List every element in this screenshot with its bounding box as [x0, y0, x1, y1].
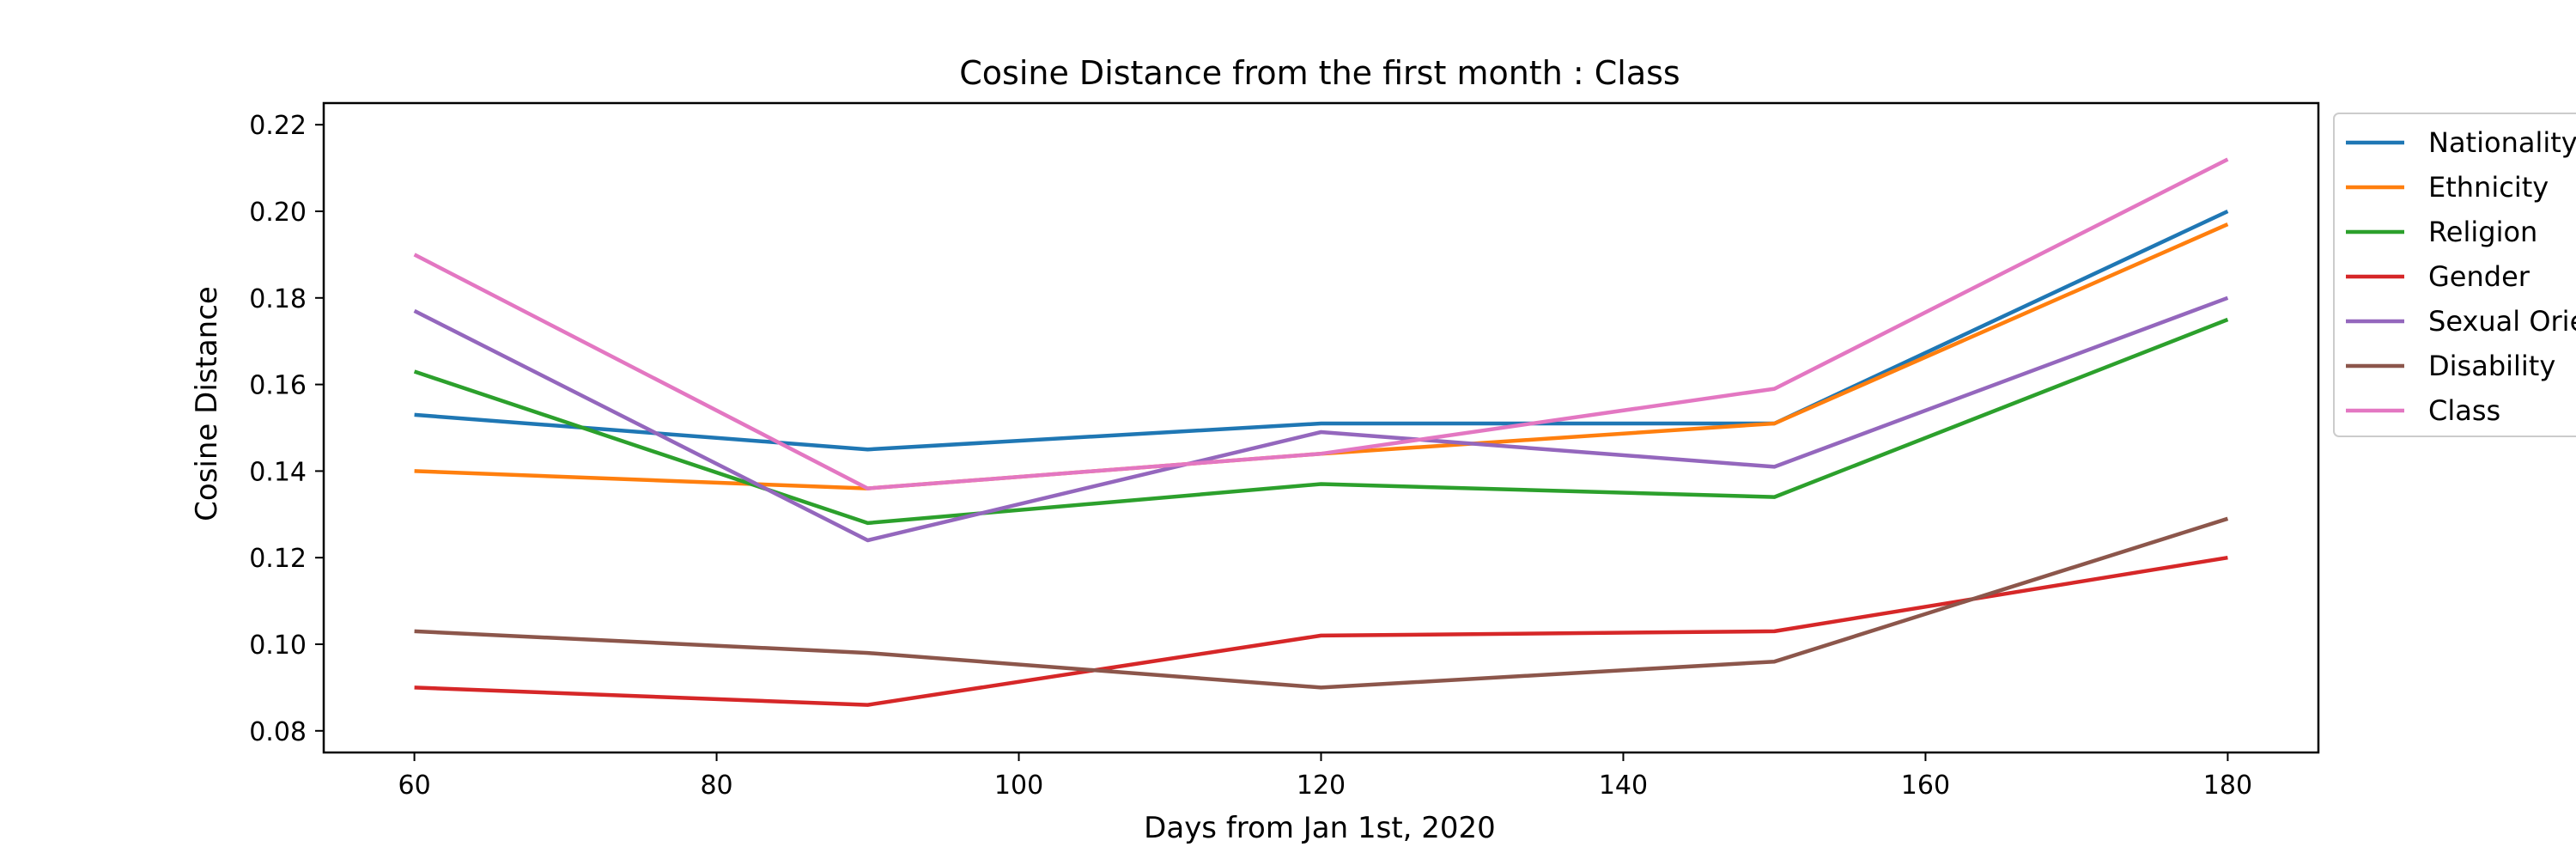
y-tick-label: 0.18: [249, 284, 307, 314]
y-tick-label: 0.22: [249, 111, 307, 141]
legend: Nationality Ethnicity Religion Gender Sexual…: [2333, 113, 2576, 437]
y-tick-label: 0.16: [249, 371, 307, 401]
legend-items: Nationality Ethnicity Religion Gender Sexual…: [2346, 126, 2576, 427]
axis-ticks: 60 80 100 120 140 160 180 0.08 0.10 0.12 0.14 0.16 0…: [249, 111, 2252, 801]
legend-label-sexual-orientation: Sexual Orientation: [2428, 305, 2576, 338]
x-tick-label: 160: [1901, 771, 1950, 801]
legend-frame: [2333, 113, 2576, 437]
y-tick-label: 0.20: [249, 198, 307, 228]
x-axis-label: Days from Jan 1st, 2020: [1144, 811, 1496, 845]
y-tick-label: 0.12: [249, 544, 307, 574]
x-tick-label: 120: [1297, 771, 1346, 801]
legend-label-nationality: Nationality: [2428, 126, 2576, 159]
y-tick-label: 0.14: [249, 457, 307, 487]
series-line-disability: [414, 516, 2229, 690]
x-tick-label: 60: [398, 771, 430, 801]
legend-label-class: Class: [2428, 394, 2500, 427]
series-line-class: [413, 157, 2229, 490]
series-line-religion: [413, 317, 2229, 526]
chart-title: Cosine Distance from the first month : C…: [959, 54, 1680, 92]
series-line-sexual-orientation: [413, 295, 2229, 543]
x-tick-label: 100: [994, 771, 1043, 801]
legend-label-ethnicity: Ethnicity: [2428, 171, 2549, 204]
x-tick-label: 180: [2203, 771, 2252, 801]
series-line-nationality: [414, 209, 2229, 452]
plot-frame: [322, 101, 2320, 754]
y-tick-label: 0.08: [249, 717, 307, 747]
x-tick-label: 80: [700, 771, 732, 801]
y-tick-label: 0.10: [249, 631, 307, 661]
series-line-gender: [414, 555, 2228, 707]
y-axis-label: Cosine Distance: [190, 286, 224, 521]
series-lines: [413, 157, 2229, 707]
legend-label-disability: Disability: [2428, 350, 2555, 382]
legend-label-religion: Religion: [2428, 216, 2537, 248]
legend-label-gender: Gender: [2428, 260, 2530, 293]
x-tick-label: 140: [1599, 771, 1648, 801]
